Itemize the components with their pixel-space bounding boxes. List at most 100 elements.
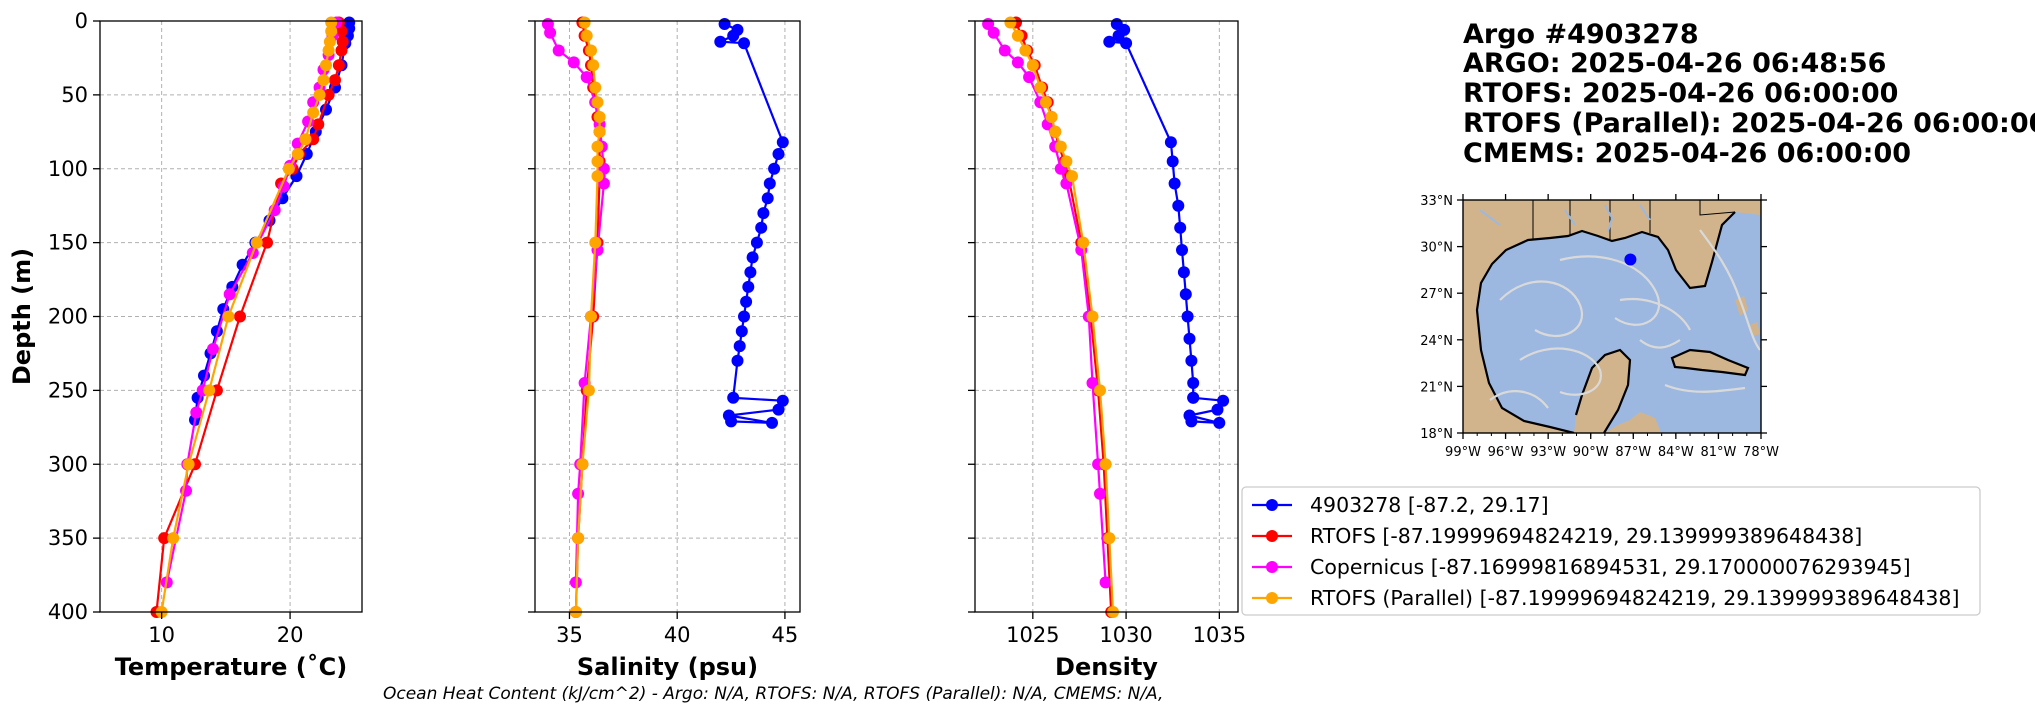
density-point-0-6 bbox=[1166, 155, 1179, 168]
density-series-line-0 bbox=[1105, 23, 1225, 424]
salinity-point-0-2 bbox=[727, 29, 740, 42]
temperature-ytick-label-8: 400 bbox=[48, 600, 88, 624]
map-frame bbox=[1462, 199, 1762, 434]
map-lon-label-6: 81°W bbox=[1700, 445, 1736, 460]
temperature-point-3-11 bbox=[250, 236, 263, 249]
temperature-point-3-9 bbox=[291, 148, 304, 160]
density-point-3-9 bbox=[1060, 155, 1073, 168]
temperature-series-2 bbox=[160, 16, 343, 589]
title-rtofs-time: RTOFS: 2025-04-26 06:00:00 bbox=[1463, 78, 1898, 109]
density-series-3 bbox=[1004, 16, 1119, 618]
legend-label-3: RTOFS (Parallel) [-87.19999694824219, 29… bbox=[1310, 586, 1959, 610]
legend-swatch-marker-1 bbox=[1266, 530, 1278, 542]
legend-label-0: 4903278 [-87.2, 29.17] bbox=[1310, 493, 1549, 517]
legend-box bbox=[1241, 486, 1981, 616]
temperature-point-1-12 bbox=[261, 236, 273, 249]
temperature-ytick-label-4: 200 bbox=[48, 305, 88, 329]
density-point-2-2 bbox=[998, 44, 1011, 57]
temperature-point-2-15 bbox=[190, 406, 203, 419]
density-point-0-3 bbox=[1103, 35, 1116, 48]
density-point-0-20 bbox=[1211, 403, 1224, 416]
density-point-2-15 bbox=[1099, 576, 1112, 589]
map-land-central-america bbox=[1604, 412, 1661, 433]
temperature-point-3-8 bbox=[299, 133, 312, 146]
salinity-series-line-2 bbox=[546, 23, 606, 583]
salinity-series-0 bbox=[714, 18, 789, 429]
salinity-point-3-2 bbox=[585, 44, 597, 57]
temperature-ytick-label-2: 100 bbox=[48, 157, 88, 181]
temperature-ytick-label-5: 250 bbox=[48, 378, 88, 402]
temperature-ytick-label-3: 150 bbox=[48, 231, 88, 255]
map-lon-label-2: 93°W bbox=[1530, 445, 1566, 460]
density-point-3-15 bbox=[1103, 532, 1116, 545]
density-point-0-13 bbox=[1181, 310, 1194, 323]
salinity-point-2-1 bbox=[544, 26, 557, 39]
density-series-line-2 bbox=[987, 23, 1107, 583]
density-point-0-23 bbox=[1185, 415, 1198, 428]
salinity-point-2-2 bbox=[552, 44, 565, 57]
title-argo-time: ARGO: 2025-04-26 06:48:56 bbox=[1463, 48, 1886, 79]
density-xtick-label-1: 1030 bbox=[1099, 623, 1152, 647]
temperature-point-2-13 bbox=[207, 343, 219, 355]
legend-swatch-marker-3 bbox=[1266, 592, 1278, 604]
density-point-3-12 bbox=[1086, 310, 1099, 323]
map-land-north-america bbox=[1463, 200, 1761, 433]
salinity-point-3-5 bbox=[591, 96, 604, 109]
temperature-point-3-3 bbox=[322, 44, 335, 57]
temperature-ytick-label-6: 300 bbox=[48, 452, 88, 476]
temperature-point-1-7 bbox=[312, 118, 325, 131]
salinity-point-0-19 bbox=[733, 340, 746, 353]
inset-map: 33°N 30°N 27°N 24°N 21°N 18°N 99°W 96°W 93°W 90°W… bbox=[1420, 194, 1779, 460]
title-argo-id: Argo #4903278 bbox=[1463, 19, 1699, 50]
salinity-point-3-3 bbox=[587, 59, 600, 72]
salinity-point-0-9 bbox=[761, 192, 774, 205]
density-point-0-14 bbox=[1183, 332, 1196, 345]
density-point-0-5 bbox=[1164, 136, 1177, 149]
density-point-2-12 bbox=[1086, 377, 1099, 389]
density-point-0-12 bbox=[1179, 288, 1192, 301]
temperature-point-3-2 bbox=[323, 35, 336, 48]
salinity-point-3-4 bbox=[589, 81, 602, 94]
salinity-point-0-18 bbox=[735, 325, 748, 338]
temperature-point-1-2 bbox=[336, 35, 349, 48]
temperature-point-1-4 bbox=[332, 59, 345, 72]
map-rivers bbox=[1479, 204, 1651, 233]
map-ticks: 33°N 30°N 27°N 24°N 21°N 18°N 99°W 96°W 93°W 90°W… bbox=[1420, 194, 1779, 460]
salinity-point-0-12 bbox=[750, 236, 763, 249]
map-lon-label-0: 99°W bbox=[1445, 445, 1481, 460]
salinity-point-3-1 bbox=[580, 29, 593, 42]
ocean-heat-content-note: Ocean Heat Content (kJ/cm^2) - Argo: N/A… bbox=[383, 684, 1163, 704]
temperature-series-line-3 bbox=[160, 22, 333, 613]
salinity-point-0-21 bbox=[727, 391, 740, 404]
temperature-xtick-label-1: 20 bbox=[277, 623, 304, 647]
salinity-point-0-11 bbox=[755, 221, 768, 234]
legend-label-2: Copernicus [-87.16999816894531, 29.17000… bbox=[1310, 555, 1911, 579]
salinity-panel: 35 40 45 Salinity (psu) bbox=[528, 16, 801, 681]
map-lon-label-3: 90°W bbox=[1573, 445, 1609, 460]
temperature-point-3-1 bbox=[325, 25, 338, 38]
map-lat-label-1: 30°N bbox=[1420, 241, 1453, 256]
temperature-xlabel: Temperature (˚C) bbox=[115, 653, 348, 681]
density-point-0-16 bbox=[1187, 377, 1200, 389]
density-point-0-19 bbox=[1217, 394, 1230, 407]
salinity-point-0-23 bbox=[772, 403, 785, 416]
temperature-xtick-label-0: 10 bbox=[148, 623, 175, 647]
salinity-point-0-0 bbox=[718, 18, 731, 30]
temperature-point-2-12 bbox=[223, 288, 236, 301]
salinity-point-3-8 bbox=[591, 140, 604, 153]
temperature-point-3-6 bbox=[313, 88, 326, 101]
temperature-ytick-label-7: 350 bbox=[48, 526, 88, 550]
salinity-point-0-20 bbox=[731, 354, 744, 367]
map-lat-label-2: 27°N bbox=[1420, 287, 1453, 302]
density-point-3-8 bbox=[1054, 140, 1067, 153]
temperature-point-3-14 bbox=[182, 458, 195, 471]
temperature-point-3-15 bbox=[167, 532, 180, 545]
density-point-0-4 bbox=[1120, 37, 1133, 50]
density-point-3-13 bbox=[1094, 384, 1106, 397]
map-lon-label-4: 87°W bbox=[1615, 445, 1651, 460]
legend-swatch-marker-0 bbox=[1266, 499, 1278, 511]
density-point-3-11 bbox=[1077, 236, 1090, 249]
temperature-series-1 bbox=[150, 16, 349, 618]
salinity-point-2-3 bbox=[567, 56, 580, 69]
salinity-series-3 bbox=[569, 16, 606, 618]
